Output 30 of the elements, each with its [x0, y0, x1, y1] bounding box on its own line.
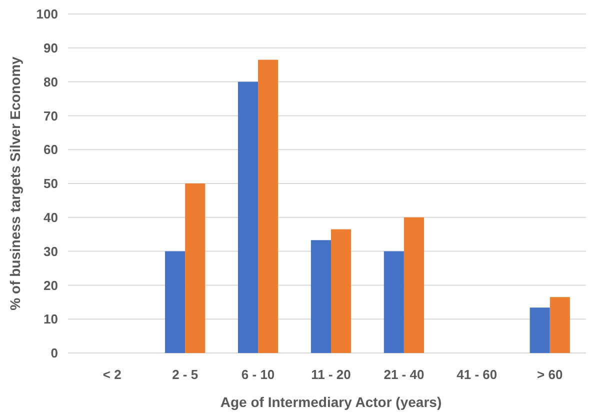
x-tick-label: 11 - 20 [311, 367, 351, 382]
y-tick-label: 30 [44, 244, 58, 259]
y-tick-label: 0 [50, 346, 58, 361]
x-tick-label: 41 - 60 [456, 367, 498, 382]
x-tick-label: 21 - 40 [384, 367, 424, 382]
y-tick-label: 20 [44, 278, 58, 293]
bar [384, 251, 404, 353]
y-tick-label: 100 [36, 6, 58, 22]
y-axis-title: % of business targets Silver Economy [7, 56, 23, 310]
y-tick-label: 60 [44, 142, 58, 158]
y-tick-label: 90 [44, 40, 58, 56]
bar [165, 251, 186, 353]
y-tick-label: 10 [44, 312, 58, 327]
x-tick-label: 6 - 10 [241, 367, 275, 382]
bar [310, 240, 331, 353]
bar [404, 217, 424, 353]
bar [550, 297, 570, 353]
bar [238, 82, 258, 353]
y-tick-label: 70 [44, 108, 58, 124]
bar [331, 229, 352, 353]
bar [258, 60, 278, 353]
x-tick-label: 2 - 5 [172, 367, 198, 382]
x-tick-label: < 2 [102, 367, 122, 382]
bar [530, 308, 550, 353]
bar [185, 184, 206, 353]
x-axis-title: Age of Intermediary Actor (years) [220, 394, 442, 410]
y-tick-label: 40 [44, 210, 58, 225]
y-tick-label: 80 [44, 74, 58, 90]
y-tick-label: 50 [44, 176, 58, 192]
x-tick-label: > 60 [537, 367, 563, 382]
